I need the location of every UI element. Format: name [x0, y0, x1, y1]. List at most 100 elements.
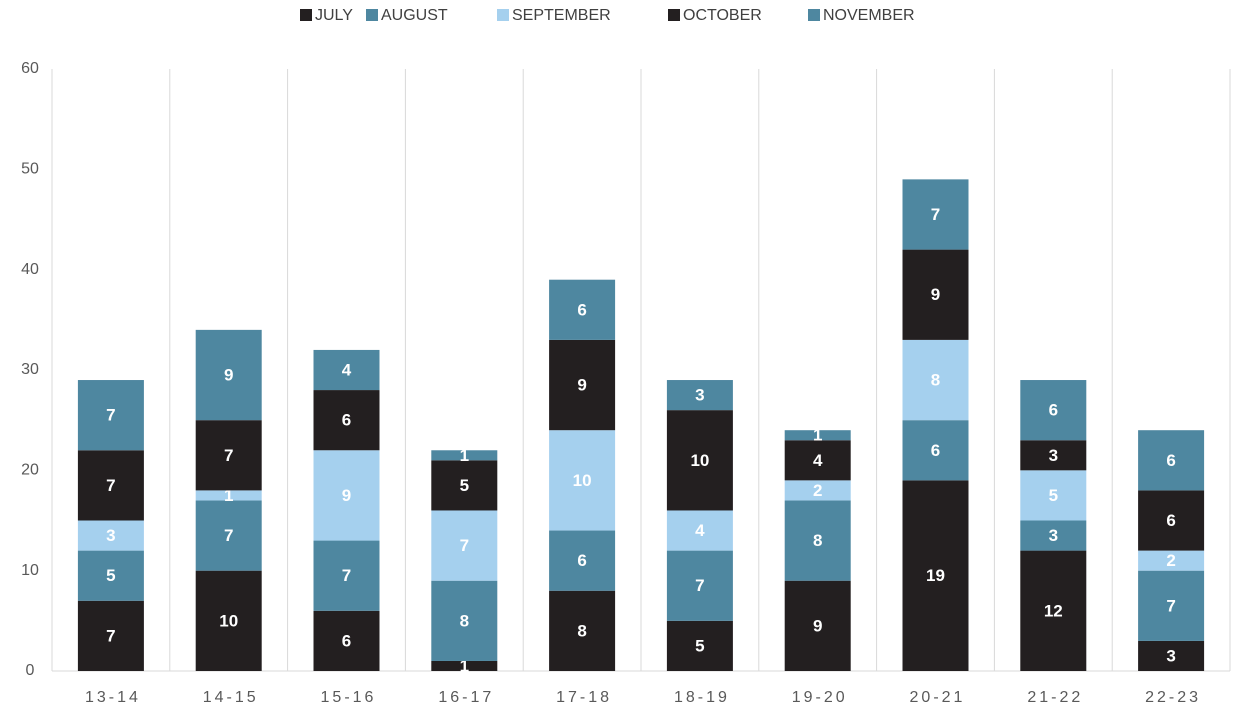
bar-segment: [1138, 570, 1205, 641]
bar-segment: [784, 430, 851, 441]
bar-segment: [431, 450, 498, 461]
bar-segment: [195, 329, 262, 421]
bar-segment: [902, 420, 969, 481]
data-label: 6: [577, 300, 586, 319]
legend-label: JULY: [315, 7, 353, 24]
bar-segment: [431, 660, 498, 671]
bar-segment: [313, 540, 380, 611]
y-tick-label: 50: [21, 161, 39, 178]
data-label: 6: [1049, 401, 1058, 420]
legend-label: NOVEMBER: [823, 7, 915, 24]
bar-segment: [195, 420, 262, 491]
data-label: 3: [1049, 446, 1058, 465]
data-label: 7: [106, 406, 115, 425]
data-label: 10: [219, 611, 238, 630]
data-label: 7: [1166, 596, 1175, 615]
legend-swatch: [366, 9, 378, 21]
bar-segment: [902, 249, 969, 340]
data-label: 6: [342, 631, 351, 650]
data-label: 2: [813, 481, 822, 500]
data-label: 4: [342, 360, 352, 379]
y-tick-label: 10: [21, 562, 39, 579]
bar-segment: [1138, 490, 1205, 551]
data-label: 3: [106, 526, 115, 545]
x-tick-label: 19-20: [792, 689, 848, 706]
bar-segment: [549, 430, 616, 531]
legend-swatch: [497, 9, 509, 21]
data-label: 1: [460, 446, 469, 465]
data-label: 4: [813, 451, 823, 470]
bar-segment: [313, 349, 380, 391]
y-tick-label: 40: [21, 261, 39, 278]
data-label: 8: [460, 611, 469, 630]
bar-segment: [549, 590, 616, 671]
data-label: 6: [342, 411, 351, 430]
data-label: 7: [106, 626, 115, 645]
legend-swatch: [300, 9, 312, 21]
bar-segment: [666, 510, 733, 551]
data-label: 9: [813, 616, 822, 635]
bar-segment: [77, 550, 144, 601]
data-label: 1: [460, 656, 469, 675]
bar-segment: [784, 500, 851, 581]
data-label: 2: [1166, 551, 1175, 570]
x-tick-label: 17-18: [556, 689, 612, 706]
bar-segment: [549, 530, 616, 591]
legend-label: SEPTEMBER: [512, 7, 611, 24]
data-label: 10: [573, 471, 592, 490]
data-label: 5: [460, 476, 469, 495]
bar-segment: [549, 279, 616, 340]
data-label: 1: [224, 486, 233, 505]
bar-segment: [1020, 440, 1087, 471]
data-label: 5: [1049, 486, 1058, 505]
bar-segment: [902, 179, 969, 250]
bar-segment: [1020, 380, 1087, 441]
x-tick-label: 16-17: [438, 689, 494, 706]
bar-segment: [784, 580, 851, 671]
data-label: 5: [695, 636, 704, 655]
bar-segment: [666, 410, 733, 511]
bar-segment: [902, 480, 969, 671]
x-tick-label: 18-19: [674, 689, 730, 706]
data-label: 7: [931, 205, 940, 224]
y-tick-label: 20: [21, 462, 39, 479]
bar-segment: [666, 380, 733, 411]
bar-segment: [431, 460, 498, 511]
data-label: 12: [1044, 601, 1063, 620]
data-label: 8: [813, 531, 822, 550]
bar-segment: [1020, 550, 1087, 671]
data-label: 3: [1049, 526, 1058, 545]
data-label: 7: [224, 446, 233, 465]
bar-segment: [313, 610, 380, 671]
bar-segment: [666, 620, 733, 671]
bar-segment: [902, 339, 969, 421]
bar-segment: [1020, 520, 1087, 551]
data-label: 6: [931, 441, 940, 460]
bar-segment: [77, 450, 144, 521]
data-label: 6: [1166, 451, 1175, 470]
data-label: 10: [690, 451, 709, 470]
bar-segment: [313, 390, 380, 451]
x-tick-label: 13-14: [85, 689, 141, 706]
data-label: 6: [1166, 511, 1175, 530]
legend-label: AUGUST: [381, 7, 448, 24]
bar-segment: [431, 510, 498, 581]
bar-segment: [1020, 470, 1087, 521]
legend-label: OCTOBER: [683, 7, 762, 24]
y-tick-label: 0: [26, 662, 35, 679]
data-label: 3: [1166, 646, 1175, 665]
x-tick-label: 15-16: [321, 689, 377, 706]
data-label: 6: [577, 551, 586, 570]
x-tick-label: 20-21: [910, 689, 966, 706]
bar-segment: [784, 440, 851, 481]
data-label: 9: [577, 376, 586, 395]
bar-segment: [77, 600, 144, 671]
bar-segment: [195, 490, 262, 501]
bar-segment: [77, 380, 144, 451]
data-label: 7: [460, 536, 469, 555]
bar-segment: [666, 550, 733, 621]
data-label: 1: [813, 426, 822, 445]
bar-segment: [77, 520, 144, 551]
bar-segment: [313, 450, 380, 541]
